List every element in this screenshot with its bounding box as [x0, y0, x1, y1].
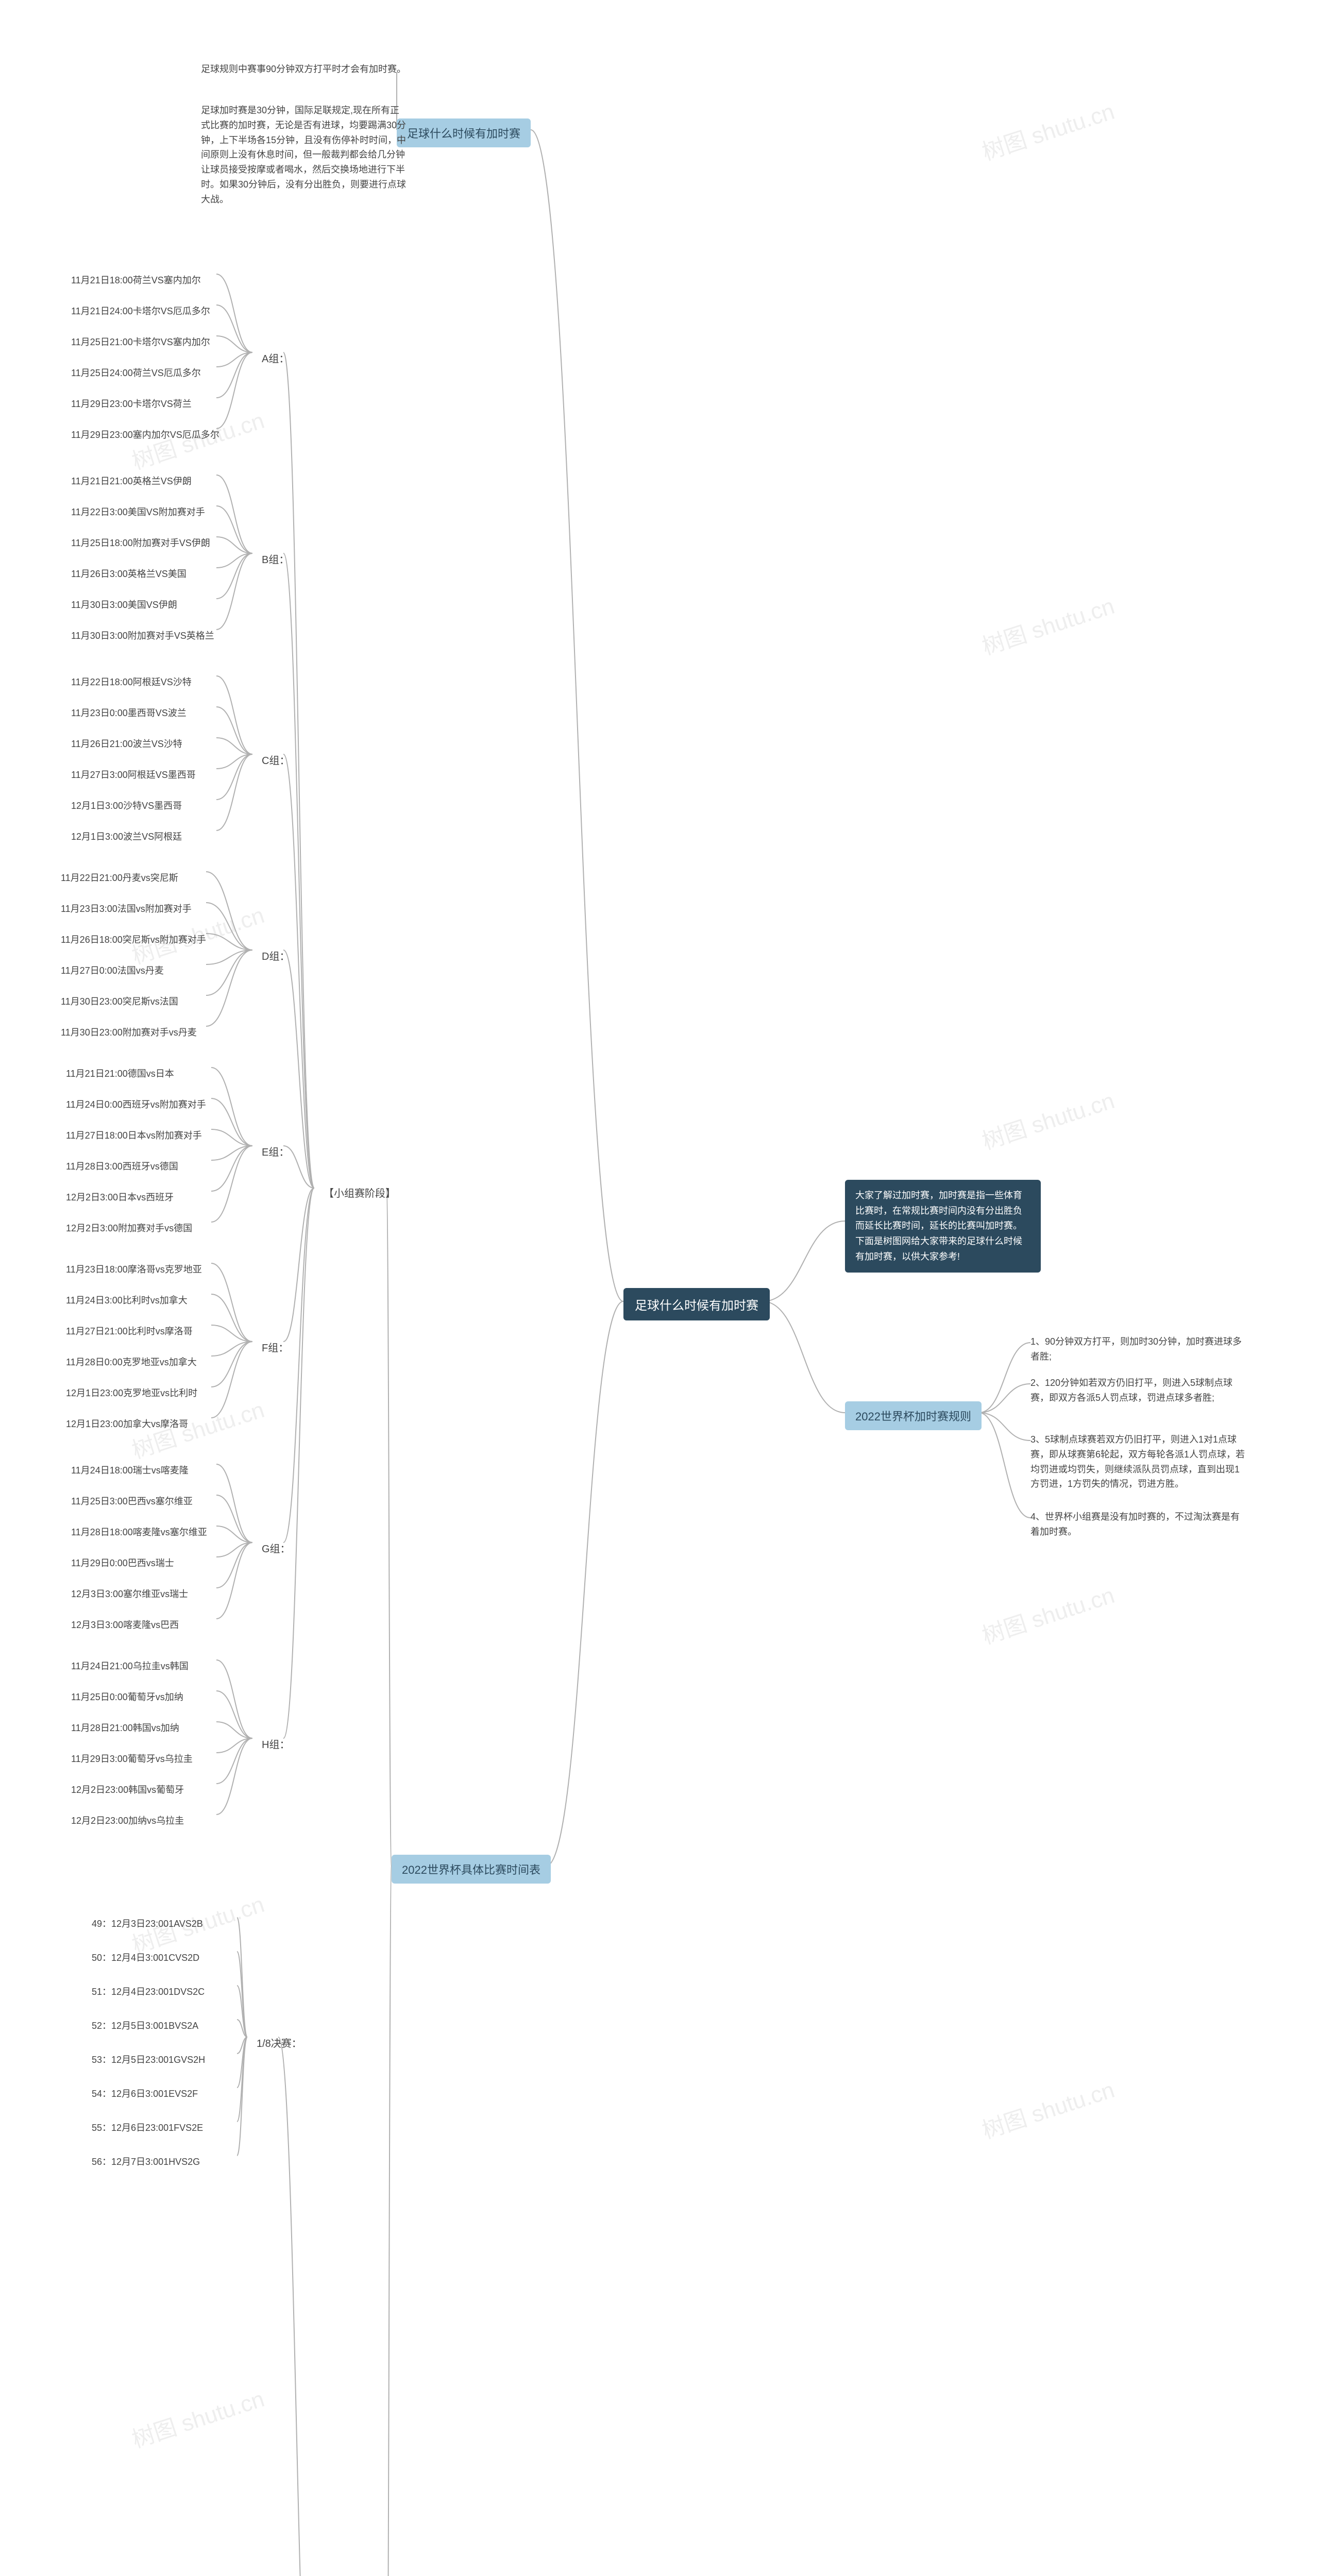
match-item: 11月28日0:00克罗地亚vs加拿大 — [57, 1350, 206, 1374]
group-label: G组： — [252, 1535, 300, 1561]
match-item: 11月28日21:00韩国vs加纳 — [62, 1716, 189, 1739]
match-item: 11月26日21:00波兰VS沙特 — [62, 732, 192, 755]
match-item: 12月1日3:00波兰VS阿根廷 — [62, 824, 191, 848]
match-item: 11月22日21:00丹麦vs突尼斯 — [52, 866, 188, 889]
watermark: 树图 shutu.cn — [977, 2566, 1118, 2576]
match-item: 11月24日21:00乌拉圭vs韩国 — [62, 1654, 198, 1677]
match-item: 52：12月5日3:001BVS2A — [82, 2013, 208, 2037]
main-node-when: 足球什么时候有加时赛 — [397, 118, 531, 147]
match-item: 12月2日23:00加纳vs乌拉圭 — [62, 1808, 193, 1832]
root-node: 足球什么时候有加时赛 — [623, 1288, 770, 1320]
main-node-schedule: 2022世界杯具体比赛时间表 — [392, 1855, 551, 1884]
schedule-section-0: 【小组赛阶段】 — [314, 1180, 405, 1205]
watermark: 树图 shutu.cn — [977, 1577, 1118, 1650]
watermark: 树图 shutu.cn — [977, 93, 1118, 166]
watermark: 树图 shutu.cn — [977, 587, 1118, 661]
match-item: 12月2日3:00日本vs西班牙 — [57, 1185, 183, 1209]
when-text-1: 足球加时赛是30分钟，国际足联规定,现在所有正式比赛的加时赛，无论是否有进球，均… — [201, 103, 407, 207]
match-item: 11月27日18:00日本vs附加赛对手 — [57, 1123, 211, 1147]
rule-item-2: 3、5球制点球赛若双方仍旧打平，则进入1对1点球赛，即从球赛第6轮起，双方每轮各… — [1030, 1432, 1247, 1492]
match-item: 53：12月5日23:001GVS2H — [82, 2047, 214, 2071]
match-item: 54：12月6日3:001EVS2F — [82, 2081, 207, 2105]
match-item: 11月29日23:00卡塔尔VS荷兰 — [62, 392, 201, 415]
match-item: 11月25日3:00巴西vs塞尔维亚 — [62, 1489, 202, 1513]
match-item: 11月21日18:00荷兰VS塞内加尔 — [62, 268, 210, 292]
match-item: 11月30日23:00附加赛对手vs丹麦 — [52, 1020, 206, 1044]
match-item: 51：12月4日23:001DVS2C — [82, 1979, 214, 2003]
match-item: 11月26日18:00突尼斯vs附加赛对手 — [52, 927, 215, 951]
match-item: 11月21日21:00英格兰VS伊朗 — [62, 469, 201, 493]
match-item: 50：12月4日3:001CVS2D — [82, 1945, 209, 1969]
match-item: 11月27日21:00比利时vs摩洛哥 — [57, 1319, 202, 1343]
watermark: 树图 shutu.cn — [977, 1082, 1118, 1156]
group-label: C组： — [252, 747, 299, 772]
match-item: 11月27日3:00阿根廷VS墨西哥 — [62, 762, 205, 786]
match-item: 11月22日3:00美国VS附加赛对手 — [62, 500, 214, 523]
match-item: 11月22日18:00阿根廷VS沙特 — [62, 670, 201, 693]
match-item: 11月21日24:00卡塔尔VS厄瓜多尔 — [62, 299, 219, 323]
match-item: 11月23日0:00墨西哥VS波兰 — [62, 701, 196, 724]
match-item: 11月23日18:00摩洛哥vs克罗地亚 — [57, 1257, 211, 1281]
match-item: 12月3日3:00塞尔维亚vs瑞士 — [62, 1582, 197, 1605]
match-item: 11月27日0:00法国vs丹麦 — [52, 958, 173, 982]
match-item: 11月23日3:00法国vs附加赛对手 — [52, 896, 201, 920]
match-item: 11月25日0:00葡萄牙vs加纳 — [62, 1685, 193, 1708]
match-item: 11月29日0:00巴西vs瑞士 — [62, 1551, 183, 1574]
match-item: 11月25日18:00附加赛对手VS伊朗 — [62, 531, 219, 554]
group-label: B组： — [252, 546, 298, 571]
main-node-rules: 2022世界杯加时赛规则 — [845, 1401, 982, 1430]
match-item: 12月3日3:00喀麦隆vs巴西 — [62, 1613, 188, 1636]
match-item: 12月1日3:00沙特VS墨西哥 — [62, 793, 191, 817]
match-item: 12月2日23:00韩国vs葡萄牙 — [62, 1777, 193, 1801]
when-text-0: 足球规则中赛事90分钟双方打平时才会有加时赛。 — [201, 62, 406, 77]
match-item: 11月21日21:00德国vs日本 — [57, 1061, 183, 1085]
match-item: 11月30日3:00美国VS伊朗 — [62, 592, 187, 616]
group-label: F组： — [252, 1334, 298, 1360]
match-item: 11月29日23:00塞内加尔VS厄瓜多尔 — [62, 422, 229, 446]
rule-item-3: 4、世界杯小组赛是没有加时赛的，不过淘汰赛是有着加时赛。 — [1030, 1510, 1247, 1539]
match-item: 11月29日3:00葡萄牙vs乌拉圭 — [62, 1747, 202, 1770]
match-item: 11月25日24:00荷兰VS厄瓜多尔 — [62, 361, 210, 384]
match-item: 11月24日3:00比利时vs加拿大 — [57, 1288, 197, 1312]
group-label: 1/8决赛： — [247, 2030, 311, 2055]
group-label: D组： — [252, 943, 299, 968]
match-item: 11月30日23:00突尼斯vs法国 — [52, 989, 188, 1013]
match-item: 55：12月6日23:001FVS2E — [82, 2115, 212, 2139]
match-item: 12月1日23:00加拿大vs摩洛哥 — [57, 1412, 197, 1435]
match-item: 11月25日21:00卡塔尔VS塞内加尔 — [62, 330, 219, 353]
match-item: 11月28日3:00西班牙vs德国 — [57, 1154, 188, 1178]
match-item: 11月24日18:00瑞士vs喀麦隆 — [62, 1458, 198, 1482]
group-label: H组： — [252, 1731, 299, 1756]
watermark: 树图 shutu.cn — [127, 2380, 268, 2454]
group-label: A组： — [252, 345, 298, 370]
intro-text: 大家了解过加时赛，加时赛是指一些体育比赛时，在常规比赛时间内没有分出胜负而延长比… — [845, 1180, 1041, 1273]
match-item: 11月26日3:00英格兰VS美国 — [62, 562, 196, 585]
match-item: 49：12月3日23:001AVS2B — [82, 1911, 212, 1935]
watermark: 树图 shutu.cn — [977, 2071, 1118, 2145]
match-item: 12月1日23:00克罗地亚vs比利时 — [57, 1381, 207, 1404]
match-item: 12月2日3:00附加赛对手vs德国 — [57, 1216, 201, 1240]
match-item: 56：12月7日3:001HVS2G — [82, 2149, 209, 2173]
match-item: 11月28日18:00喀麦隆vs塞尔维亚 — [62, 1520, 216, 1544]
group-label: E组： — [252, 1139, 298, 1164]
match-item: 11月30日3:00附加赛对手VS英格兰 — [62, 623, 224, 647]
rule-item-1: 2、120分钟如若双方仍旧打平，则进入5球制点球赛，即双方各派5人罚点球，罚进点… — [1030, 1376, 1247, 1405]
rule-item-0: 1、90分钟双方打平，则加时30分钟，加时赛进球多者胜; — [1030, 1334, 1247, 1364]
mindmap-canvas: 树图 shutu.cn 树图 shutu.cn 树图 shutu.cn 树图 shut… — [0, 0, 1319, 2576]
match-item: 11月24日0:00西班牙vs附加赛对手 — [57, 1092, 215, 1116]
